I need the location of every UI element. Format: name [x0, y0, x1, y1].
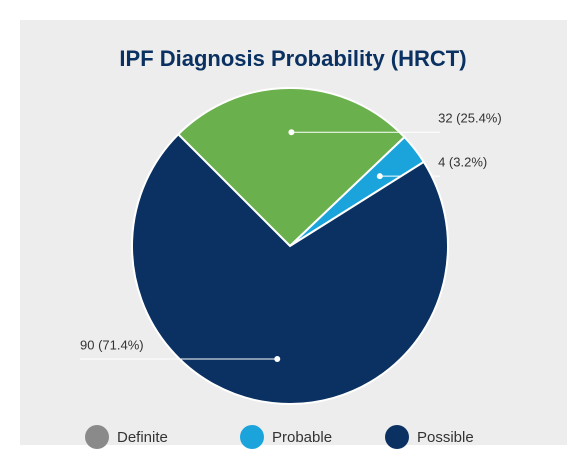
leader-dot	[274, 356, 281, 363]
data-label: 4 (3.2%)	[438, 155, 487, 170]
pie-slice	[176, 87, 406, 248]
leader-dot	[288, 129, 295, 136]
data-label: 32 (25.4%)	[438, 111, 502, 126]
legend-label: Definite	[117, 429, 168, 446]
legend-marker	[240, 425, 264, 449]
legend-label: Possible	[417, 429, 474, 446]
leader-dot	[376, 173, 383, 180]
legend-label: Probable	[272, 429, 332, 446]
chart-title: IPF Diagnosis Probability (HRCT)	[119, 46, 466, 71]
legend-marker	[385, 425, 409, 449]
pie-slice	[131, 132, 449, 405]
legend-marker	[85, 425, 109, 449]
data-label: 90 (71.4%)	[80, 337, 144, 352]
